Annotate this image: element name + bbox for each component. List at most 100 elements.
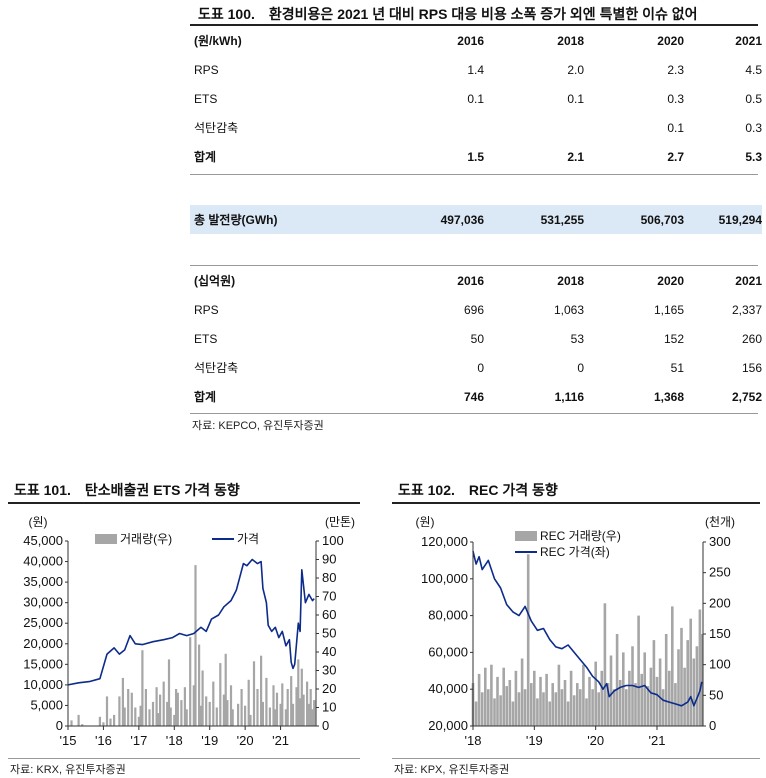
unit-table-rule [190,174,758,175]
fig101-source: 자료: KRX, 유진투자증권 [10,764,126,776]
volume-bar [286,689,289,726]
legend-label: 가격 [237,532,259,546]
volume-bar [249,714,252,726]
volume-bar [291,703,295,726]
y-right-tick-label: 100 [709,657,731,672]
volume-bar [646,686,650,726]
y-right-tick-label: 90 [322,552,336,567]
volume-bar [640,673,643,726]
volume-bar [151,701,155,726]
volume-bar [137,716,140,727]
unit-cost-table: (원/kWh) 2016 2018 2020 2021 RPS 1.4 2.0 2.3 4.5 ET… [190,26,762,171]
right-unit-label: (천개) [705,514,735,529]
volume-bar [224,653,227,726]
volume-bar [127,689,130,726]
volume-bar [680,627,683,726]
volume-bar [622,652,625,726]
table-cell: 2020 [657,273,684,288]
total-cost-table: (십억원) 2016 2018 2020 2021 RPS 696 1,063 1,165 2,3… [190,266,762,411]
volume-bar [198,644,201,726]
volume-bar [683,667,686,726]
volume-bar [649,667,653,726]
table-row: (원/kWh) 2016 2018 2020 2021 [190,26,762,55]
volume-bar [572,695,576,726]
volume-bar [655,676,659,726]
volume-bar [576,683,579,726]
volume-bar [548,701,551,726]
volume-bar [551,683,554,726]
table-cell: 2016 [457,33,484,48]
table-cell: 519,294 [684,205,762,234]
table-cell: 1,368 [653,389,684,404]
x-tick-label: '21 [649,733,666,748]
volume-bar [671,606,674,726]
volume-bar [130,692,133,726]
volume-bar [533,670,536,726]
volume-bar [313,700,316,726]
volume-bar [625,689,628,726]
table-cell: 0.3 [667,91,684,106]
fig101-heading: 탄소배출권 ETS 가격 동향 [84,482,240,498]
volume-bar [268,707,271,726]
row-label: 총 발전량(GWh) [190,205,384,234]
volume-bar [309,689,312,726]
table-cell: 0.1 [667,120,684,135]
volume-bar [560,689,564,726]
table-cell: 0 [577,360,584,375]
volume-bar [520,658,524,726]
y-left-tick-label: 45,000 [23,533,63,548]
fig100-source: 자료: KEPCO, 유진투자증권 [192,420,324,432]
volume-bar [189,637,192,726]
volume-bar [157,713,160,726]
volume-bar [212,681,215,726]
y-left-tick-label: 20,000 [428,718,468,733]
fig102-top-rule [392,502,760,504]
volume-bar [307,703,310,726]
volume-bar [634,683,637,726]
table-cell: 1,165 [653,302,684,317]
table-cell [484,113,584,142]
y-right-tick-label: 30 [322,663,336,678]
y-left-tick-label: 25,000 [23,615,63,630]
volume-bar [173,714,176,726]
volume-bar [554,692,558,726]
volume-bar [585,698,588,726]
volume-bar [517,692,521,726]
volume-bar [208,701,211,726]
volume-bar [290,676,293,726]
y-left-tick-label: 40,000 [428,681,468,696]
volume-bar [695,646,699,726]
volume-bar [247,679,250,727]
volume-bar [194,565,197,726]
x-tick-label: '19 [201,733,218,748]
y-left-tick-label: 40,000 [23,554,63,569]
fig100-number: 도표 100. [198,6,255,22]
volume-bar [652,640,656,726]
legend-swatch-volume [515,531,537,541]
y-left-tick-label: 60,000 [428,644,468,659]
table-row: 합계 746 1,116 1,368 2,752 [190,382,762,411]
volume-bar [557,664,561,726]
volume-bar [134,707,137,726]
row-label: (원/kWh) [194,34,242,48]
fig102-heading: REC 가격 동향 [468,482,558,498]
table-cell: 0.5 [745,91,762,106]
row-label: RPS [194,62,219,77]
y-left-tick-label: 20,000 [23,636,63,651]
fig102-bottom-rule [392,758,760,759]
volume-bar [496,676,499,726]
x-tick-label: '18 [465,733,482,748]
y-right-tick-label: 250 [709,565,731,580]
table-cell: 2016 [457,273,484,288]
x-tick-label: '15 [60,733,77,748]
volume-bar [490,664,493,726]
fig101-number: 도표 101. [14,482,71,498]
table-cell: 2020 [657,33,684,48]
volume-bar [272,685,275,726]
volume-bar [566,701,570,726]
volume-bar [176,692,179,726]
volume-bar [300,668,303,726]
volume-bar [226,700,229,726]
table-cell: 2021 [735,273,762,288]
volume-bar [612,689,616,726]
